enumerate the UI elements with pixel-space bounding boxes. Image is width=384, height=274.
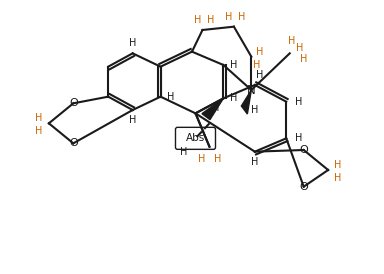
Polygon shape xyxy=(242,90,252,114)
Text: H: H xyxy=(251,105,258,115)
Text: H: H xyxy=(334,160,342,170)
Text: H: H xyxy=(295,97,302,107)
Text: H: H xyxy=(288,36,295,46)
Text: H: H xyxy=(300,54,308,64)
Text: H: H xyxy=(230,60,237,70)
Text: H: H xyxy=(230,93,237,103)
Text: H: H xyxy=(295,133,302,143)
FancyBboxPatch shape xyxy=(175,127,215,149)
Text: O: O xyxy=(69,98,78,108)
Text: H: H xyxy=(212,103,219,113)
Text: H: H xyxy=(129,115,136,125)
Text: H: H xyxy=(238,12,246,22)
Text: H: H xyxy=(207,15,214,25)
Text: H: H xyxy=(129,38,136,48)
Text: H: H xyxy=(180,147,187,157)
Text: O: O xyxy=(69,138,78,148)
Text: H: H xyxy=(167,92,174,102)
Text: H: H xyxy=(251,157,258,167)
Polygon shape xyxy=(202,98,223,120)
Text: N: N xyxy=(247,84,256,96)
Text: H: H xyxy=(198,154,205,164)
Text: Abs: Abs xyxy=(186,133,205,143)
Text: H: H xyxy=(296,43,303,53)
Text: O: O xyxy=(300,182,308,192)
Text: H: H xyxy=(225,12,233,22)
Text: O: O xyxy=(300,145,308,155)
Text: H: H xyxy=(253,60,260,70)
Text: H: H xyxy=(35,113,43,123)
Text: H: H xyxy=(35,126,43,136)
Text: H: H xyxy=(214,154,221,164)
Text: H: H xyxy=(334,173,342,183)
Text: H: H xyxy=(256,70,263,80)
Text: H: H xyxy=(194,15,201,25)
Text: H: H xyxy=(256,47,263,57)
